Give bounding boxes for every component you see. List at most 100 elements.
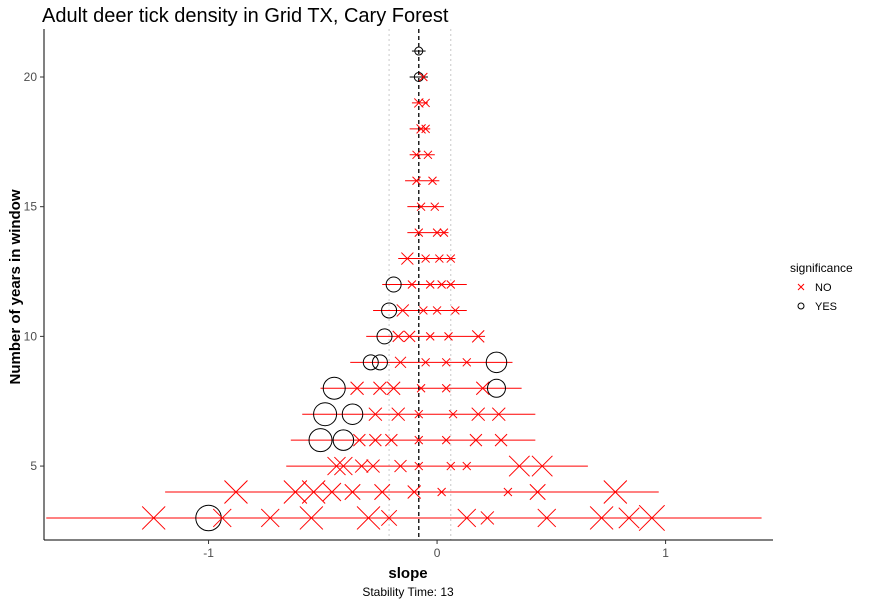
legend-title: significance xyxy=(790,261,853,275)
data-point-no-cross xyxy=(212,508,232,528)
legend-key-cross xyxy=(797,283,805,291)
data-point-no-cross xyxy=(480,511,495,525)
data-point-no xyxy=(260,508,280,528)
data-point-no xyxy=(141,506,166,530)
data-point-yes xyxy=(385,276,402,293)
data-point-no xyxy=(407,485,422,499)
data-point-no xyxy=(439,228,449,237)
data-point-no xyxy=(618,507,640,529)
data-point-no xyxy=(437,487,446,497)
legend-label: NO xyxy=(815,282,832,294)
data-point-no xyxy=(212,508,232,528)
data-point-yes xyxy=(381,302,398,319)
data-point-no xyxy=(446,461,456,471)
data-point-no xyxy=(444,332,453,341)
data-point-no-cross xyxy=(531,455,553,477)
x-tick-label: 0 xyxy=(434,546,441,560)
data-point-no-cross xyxy=(421,357,430,367)
data-point-no xyxy=(446,254,456,263)
x-axis-title: slope xyxy=(388,565,427,582)
data-point-no-cross xyxy=(374,483,391,501)
data-point-no xyxy=(353,433,366,447)
data-point-no-cross xyxy=(475,381,490,396)
data-point-no xyxy=(434,254,444,263)
data-point-no xyxy=(416,202,426,212)
data-point-no xyxy=(503,487,513,497)
data-point-no xyxy=(350,381,364,396)
data-point-no-cross xyxy=(457,508,477,528)
data-point-no-cross xyxy=(437,487,446,497)
data-point-no-cross xyxy=(432,228,442,237)
data-point-no-cross xyxy=(394,459,407,473)
data-point-no xyxy=(369,433,382,447)
data-point-no-cross xyxy=(380,509,398,527)
legend-items: NO YES xyxy=(797,282,837,313)
data-point-no-cross xyxy=(416,383,426,393)
data-point-no-cross xyxy=(334,456,353,476)
data-point-no-cross xyxy=(141,506,166,530)
data-point-no xyxy=(508,455,530,477)
data-point-no xyxy=(334,456,353,476)
data-point-no xyxy=(462,461,472,471)
data-point-no-cross xyxy=(441,357,451,367)
chart-caption: Stability Time: 13 xyxy=(362,585,454,599)
data-point-no-cross xyxy=(368,407,383,422)
data-point-yes xyxy=(486,378,506,398)
data-point-no xyxy=(421,357,430,367)
data-point-no-cross xyxy=(421,254,430,263)
data-point-yes xyxy=(313,402,338,427)
legend-item-yes: YES xyxy=(797,301,837,313)
data-point-no xyxy=(638,504,665,532)
data-point-no xyxy=(441,357,451,367)
data-point-no-cross xyxy=(407,485,422,499)
data-point-no-cross xyxy=(446,280,456,289)
data-point-no-cross xyxy=(450,306,460,315)
data-point-no-cross xyxy=(425,280,435,289)
data-point-no-cross xyxy=(391,407,406,422)
data-point-no xyxy=(428,176,437,186)
data-point-no-cross xyxy=(373,381,387,396)
data-point-no xyxy=(491,407,506,422)
data-point-no-cross xyxy=(439,228,449,237)
data-point-yes xyxy=(376,328,393,345)
data-point-no-cross xyxy=(432,306,442,315)
data-point-no xyxy=(392,330,405,343)
data-point-yes xyxy=(414,46,424,56)
data-point-no xyxy=(386,381,401,396)
legend: significance NO YES xyxy=(790,261,853,313)
chart-title: Adult deer tick density in Grid TX, Cary… xyxy=(42,5,449,27)
data-point-no-cross xyxy=(412,150,421,160)
data-point-no-cross xyxy=(462,461,472,471)
data-point-no xyxy=(441,383,451,393)
data-point-no xyxy=(414,461,424,471)
y-axis-title: Number of years in window xyxy=(7,189,24,384)
data-point-no-cross xyxy=(353,433,366,447)
data-point-no xyxy=(450,306,460,315)
legend-label: YES xyxy=(815,301,837,313)
data-point-no xyxy=(327,456,346,476)
data-point-no xyxy=(380,509,398,527)
data-point-no xyxy=(432,228,442,237)
data-point-no-cross xyxy=(469,433,483,447)
data-point-no xyxy=(414,435,424,445)
data-point-no-cross xyxy=(462,357,472,367)
data-point-no-cross xyxy=(386,381,401,396)
data-point-no-cross xyxy=(508,455,530,477)
x-tick-label: 1 xyxy=(662,546,669,560)
data-point-no xyxy=(366,459,380,473)
data-point-no xyxy=(437,280,446,289)
data-point-no xyxy=(385,433,398,447)
data-point-no-cross xyxy=(471,330,485,343)
data-point-no-cross xyxy=(407,280,417,289)
data-point-yes xyxy=(322,376,346,400)
data-point-no xyxy=(448,409,458,419)
data-point-no-cross xyxy=(529,483,546,501)
data-point-no xyxy=(432,306,442,315)
data-point-no-cross xyxy=(419,72,428,82)
y-tick-label: 15 xyxy=(24,200,38,214)
data-point-no xyxy=(396,304,410,317)
plot-panel xyxy=(46,29,762,540)
data-point-no-cross xyxy=(385,433,398,447)
data-point-no xyxy=(531,455,553,477)
